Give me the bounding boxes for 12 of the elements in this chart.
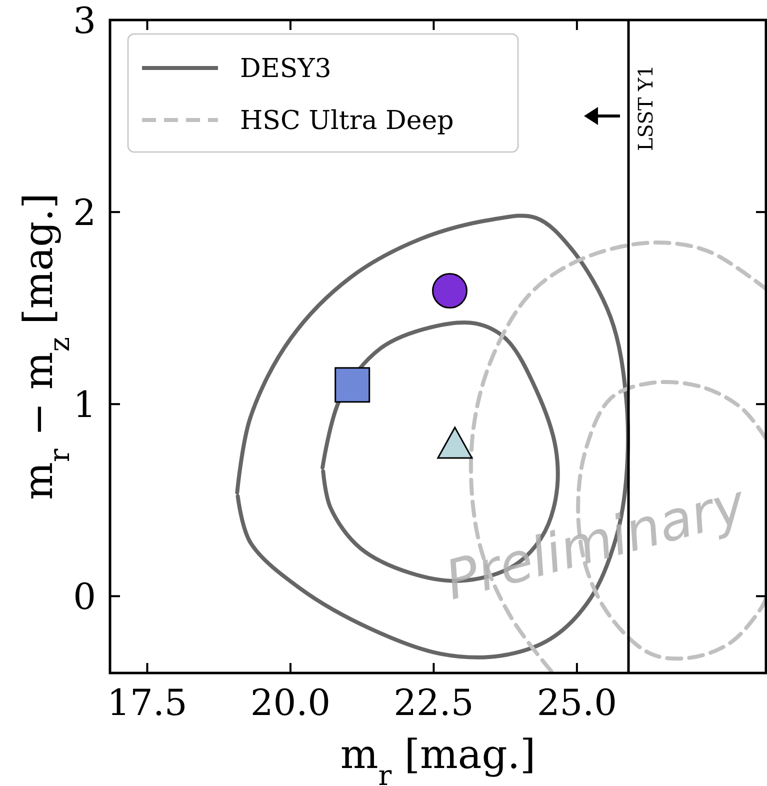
ref-line-label: LSST Y1 xyxy=(634,65,658,151)
y-tick-label: 0 xyxy=(73,577,96,618)
y-tick-label: 2 xyxy=(73,193,96,234)
y-tick-label: 1 xyxy=(73,385,96,426)
x-tick-label: 22.5 xyxy=(394,683,474,724)
y-tick-label: 3 xyxy=(73,1,96,42)
x-tick-label: 25.0 xyxy=(536,683,618,724)
legend-label: DESY3 xyxy=(240,54,332,84)
x-tick-label: 20.0 xyxy=(250,683,331,724)
legend-label: HSC Ultra Deep xyxy=(240,106,454,136)
x-axis-title: m$_{r}$ [mag.] xyxy=(340,732,536,786)
x-tick-label: 17.5 xyxy=(107,683,188,724)
